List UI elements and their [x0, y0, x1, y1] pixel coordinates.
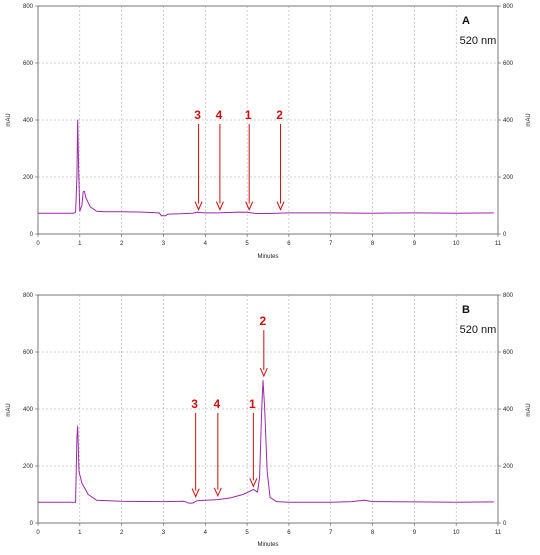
- y-tick-label-left: 0: [30, 521, 34, 527]
- annotation-arrow-head: [213, 487, 222, 498]
- x-tick-label: 10: [453, 241, 460, 247]
- peak-annotation: 1: [245, 108, 254, 211]
- peak-annotation: 2: [276, 108, 285, 211]
- y-tick-label-right: 600: [503, 350, 514, 356]
- y-tick-label-left: 400: [23, 407, 34, 413]
- x-tick-label: 6: [287, 241, 291, 247]
- y-tick-label-right: 0: [503, 232, 507, 238]
- x-tick-label: 7: [329, 530, 333, 536]
- x-tick-label: 3: [162, 241, 166, 247]
- x-tick-label: 2: [120, 530, 124, 536]
- x-tick-label: 2: [120, 241, 124, 247]
- chromatogram-panel-a: 0 1 2 3 4 5 6 7 8 9 10 11 0 200 400 600 800 0 200 400 600 8…: [6, 4, 532, 260]
- y-tick-label-right: 200: [503, 175, 514, 181]
- y-tick-labels-left: 0 200 400 600 800: [23, 4, 38, 238]
- chromatogram-panel-b: 0 1 2 3 4 5 6 7 8 9 10 11 0 200 400 600 800 0 200 400 600 8…: [6, 293, 532, 548]
- peak-annotation: 1: [249, 397, 258, 488]
- x-tick-label: 7: [329, 241, 333, 247]
- y-tick-label-left: 800: [23, 4, 34, 10]
- x-tick-label: 8: [371, 530, 375, 536]
- peak-label: 4: [216, 108, 223, 122]
- y-tick-label-right: 400: [503, 407, 514, 413]
- y-tick-label-left: 200: [23, 175, 34, 181]
- grid-lines: [38, 295, 498, 523]
- y-tick-label-right: 800: [503, 4, 514, 10]
- x-tick-label: 3: [162, 530, 166, 536]
- y-axis-label-right: mAU: [526, 403, 532, 416]
- x-tick-label: 5: [245, 530, 249, 536]
- peak-label: 1: [245, 108, 252, 122]
- annotation-arrow-head: [259, 367, 268, 378]
- series-line: [38, 380, 494, 504]
- y-axis-label-right: mAU: [526, 113, 532, 126]
- y-tick-label-left: 600: [23, 61, 34, 67]
- annotation-arrow-head: [194, 201, 203, 211]
- y-axis-label-left: mAU: [6, 113, 12, 126]
- x-tick-label: 5: [245, 241, 249, 247]
- y-tick-label-left: 600: [23, 350, 34, 356]
- y-tick-labels-left: 0 200 400 600 800: [23, 293, 38, 527]
- peak-label: 3: [191, 397, 198, 411]
- x-tick-label: 11: [495, 530, 502, 536]
- y-tick-label-left: 0: [30, 232, 34, 238]
- x-tick-label: 0: [36, 241, 40, 247]
- y-tick-label-left: 800: [23, 293, 34, 299]
- annotation-arrow-head: [245, 201, 254, 211]
- annotation-arrow-head: [249, 478, 258, 488]
- peak-annotation: 3: [191, 397, 200, 498]
- y-tick-label-left: 400: [23, 118, 34, 124]
- x-tick-label: 4: [204, 530, 208, 536]
- peak-label: 1: [249, 397, 256, 411]
- x-tick-label: 6: [287, 530, 291, 536]
- y-axis-label-left: mAU: [6, 403, 12, 416]
- y-tick-label-right: 400: [503, 118, 514, 124]
- peak-label: 4: [213, 397, 220, 411]
- peak-annotation: 4: [215, 108, 224, 211]
- series-line: [38, 119, 494, 217]
- series-group: [38, 119, 494, 217]
- x-tick-label: 1: [78, 530, 82, 536]
- panel-label: A: [462, 15, 470, 27]
- panel-label: B: [462, 304, 470, 316]
- x-tick-labels: 0 1 2 3 4 5 6 7 8 9 10 11: [36, 523, 502, 536]
- y-tick-label-left: 200: [23, 464, 34, 470]
- x-tick-label: 8: [371, 241, 375, 247]
- x-tick-label: 10: [453, 530, 460, 536]
- peak-label: 3: [194, 108, 201, 122]
- series-group: [38, 380, 494, 504]
- annotation-group: 3 4 1 2: [194, 108, 285, 211]
- x-axis-label: Minutes: [257, 542, 278, 548]
- annotation-group: 3 4 1 2: [191, 314, 268, 498]
- x-tick-label: 4: [204, 241, 208, 247]
- annotation-arrow-head: [215, 201, 224, 211]
- x-axis-label: Minutes: [257, 254, 278, 260]
- y-tick-labels-right: 0 200 400 600 800: [498, 4, 514, 238]
- y-tick-labels-right: 0 200 400 600 800: [498, 293, 514, 527]
- peak-label: 2: [259, 314, 266, 328]
- y-tick-label-right: 200: [503, 464, 514, 470]
- y-tick-label-right: 600: [503, 61, 514, 67]
- annotation-arrow-head: [191, 488, 200, 498]
- x-tick-label: 11: [495, 241, 502, 247]
- x-tick-labels: 0 1 2 3 4 5 6 7 8 9 10 11: [36, 234, 502, 247]
- x-tick-label: 0: [36, 530, 40, 536]
- x-tick-label: 9: [413, 241, 417, 247]
- y-tick-label-right: 0: [503, 521, 507, 527]
- x-tick-label: 9: [413, 530, 417, 536]
- wavelength-label: 520 nm: [460, 324, 497, 336]
- peak-annotation: 2: [259, 314, 268, 378]
- annotation-arrow-head: [276, 201, 285, 211]
- peak-label: 2: [276, 108, 283, 122]
- x-tick-label: 1: [78, 241, 82, 247]
- y-tick-label-right: 800: [503, 293, 514, 299]
- peak-annotation: 3: [194, 108, 203, 211]
- wavelength-label: 520 nm: [460, 35, 497, 47]
- peak-annotation: 4: [213, 397, 222, 498]
